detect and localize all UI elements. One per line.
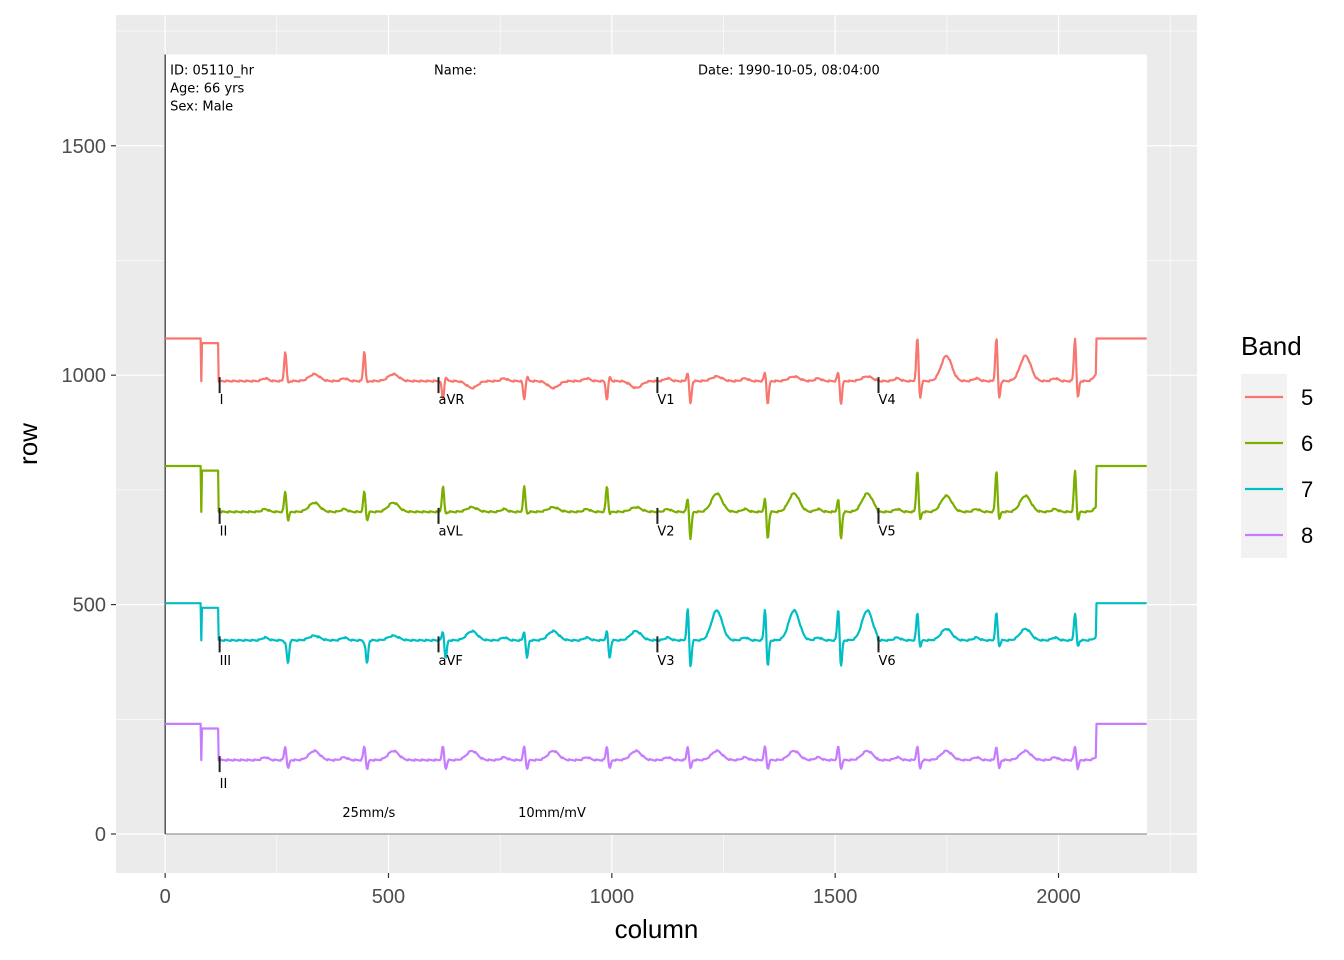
record-date: Date: 1990-10-05, 08:04:00	[698, 63, 880, 78]
trace-band-8	[164, 722, 1148, 771]
lead-label-II: II	[220, 777, 228, 792]
patient-age: Age: 66 yrs	[170, 81, 244, 96]
trace-band-7	[164, 602, 1148, 668]
patient-name: Name:	[434, 63, 477, 78]
y-axis-title: row	[13, 423, 43, 465]
y-tick-label: 0	[95, 824, 106, 846]
legend-key-background	[1241, 374, 1287, 558]
trace-band-6	[164, 464, 1148, 541]
patient-sex: Sex: Male	[170, 99, 233, 114]
x-tick-label: 1000	[590, 886, 635, 908]
legend-label-band-5: 5	[1301, 385, 1313, 410]
lead-label-aVR: aVR	[439, 393, 465, 408]
lead-label-V4: V4	[879, 393, 896, 408]
lead-label-V5: V5	[879, 524, 896, 539]
legend-title: Band	[1241, 331, 1302, 361]
lead-label-aVL: aVL	[439, 524, 464, 539]
x-tick-label: 1500	[813, 886, 858, 908]
lead-label-V6: V6	[879, 654, 896, 669]
legend-label-band-6: 6	[1301, 431, 1313, 456]
lead-label-V3: V3	[657, 654, 674, 669]
y-tick-label: 1500	[62, 136, 107, 158]
patient-id: ID: 05110_hr	[170, 63, 254, 78]
paper-speed: 25mm/s	[342, 806, 395, 821]
x-tick-label: 500	[372, 886, 405, 908]
lead-label-aVF: aVF	[439, 654, 463, 669]
trace-band-5	[164, 337, 1148, 405]
lead-label-II: II	[220, 524, 228, 539]
y-tick-label: 1000	[62, 365, 107, 387]
gain: 10mm/mV	[518, 806, 586, 821]
ecg-image	[165, 54, 1147, 835]
y-tick-label: 500	[73, 595, 106, 617]
legend-label-band-8: 8	[1301, 523, 1313, 548]
lead-label-I: I	[220, 393, 224, 408]
lead-label-V2: V2	[657, 524, 674, 539]
x-tick-label: 0	[160, 886, 171, 908]
lead-label-V1: V1	[657, 393, 674, 408]
lead-label-III: III	[220, 654, 232, 669]
x-tick-label: 2000	[1036, 886, 1081, 908]
x-axis-title: column	[615, 914, 699, 944]
legend-label-band-7: 7	[1301, 477, 1313, 502]
